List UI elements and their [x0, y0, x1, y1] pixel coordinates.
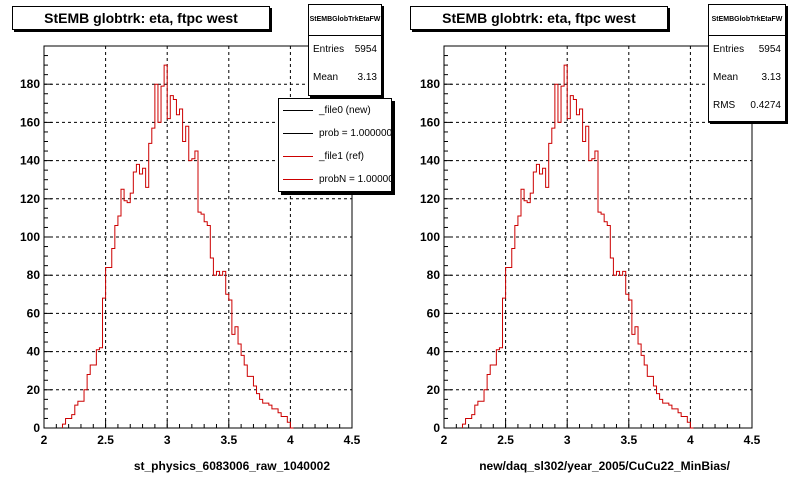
y-tick-label: 80 [427, 268, 441, 282]
y-tick-label: 180 [20, 77, 40, 91]
y-tick-label: 120 [20, 192, 40, 206]
legend-entry-file0: _file0 (new) [279, 99, 391, 122]
legend-entry-probn: probN = 1.000000 [279, 168, 391, 191]
y-tick-label: 100 [20, 230, 40, 244]
y-tick-label: 140 [420, 154, 440, 168]
legend-swatch [283, 156, 313, 157]
stats-row-mean: Mean 3.13 [313, 72, 377, 83]
legend-swatch [283, 133, 313, 134]
x-tick-label: 4.5 [344, 433, 361, 447]
y-tick-label: 0 [33, 421, 40, 435]
x-tick-label: 2 [41, 433, 48, 447]
stats-name: StEMBGlobTrkEtaFW [709, 5, 785, 36]
legend-swatch [283, 110, 313, 111]
chart-title-left: StEMB globtrk: eta, ftpc west [12, 6, 270, 30]
x-tick-label: 4.5 [744, 433, 761, 447]
y-tick-label: 80 [27, 268, 41, 282]
x-tick-label: 2.5 [97, 433, 114, 447]
histogram-series-line [461, 64, 694, 429]
y-tick-label: 40 [27, 345, 41, 359]
y-tick-label: 100 [420, 230, 440, 244]
stats-row-entries: Entries 5954 [713, 44, 781, 55]
x-tick-label: 2.5 [497, 433, 514, 447]
histogram-series-line [61, 64, 294, 429]
y-tick-label: 160 [20, 115, 40, 129]
x-tick-label: 3 [564, 433, 571, 447]
x-tick-label: 3.5 [620, 433, 637, 447]
y-tick-label: 140 [20, 154, 40, 168]
legend-swatch [283, 179, 313, 180]
x-tick-label: 3.5 [220, 433, 237, 447]
stats-name: StEMBGlobTrkEtaFW [309, 5, 381, 36]
y-tick-label: 20 [27, 383, 41, 397]
y-tick-label: 20 [427, 383, 441, 397]
x-axis-label: st_physics_6083006_raw_1040002 [134, 459, 330, 473]
y-tick-label: 60 [427, 306, 441, 320]
stats-box-right: StEMBGlobTrkEtaFW Entries 5954 Mean 3.13 R… [708, 4, 786, 122]
y-tick-label: 160 [420, 115, 440, 129]
x-tick-label: 4 [287, 433, 294, 447]
y-tick-label: 40 [427, 345, 441, 359]
legend-box: _file0 (new) prob = 1.000000 _file1 (ref… [278, 98, 392, 192]
y-tick-label: 120 [420, 192, 440, 206]
legend-entry-file1: _file1 (ref) [279, 145, 391, 168]
x-axis-label: new/daq_sl302/year_2005/CuCu22_MinBias/ [479, 459, 730, 473]
stats-box-left: StEMBGlobTrkEtaFW Entries 5954 Mean 3.13 [308, 4, 382, 96]
x-tick-label: 4 [687, 433, 694, 447]
stats-row-mean: Mean 3.13 [713, 72, 781, 83]
y-tick-label: 0 [433, 421, 440, 435]
stats-row-entries: Entries 5954 [313, 44, 377, 55]
stats-row-rms: RMS 0.4274 [713, 100, 781, 111]
y-tick-label: 180 [420, 77, 440, 91]
x-tick-label: 3 [164, 433, 171, 447]
legend-entry-prob: prob = 1.000000 [279, 122, 391, 145]
x-tick-label: 2 [441, 433, 448, 447]
y-tick-label: 60 [27, 306, 41, 320]
chart-title-right: StEMB globtrk: eta, ftpc west [410, 6, 668, 30]
